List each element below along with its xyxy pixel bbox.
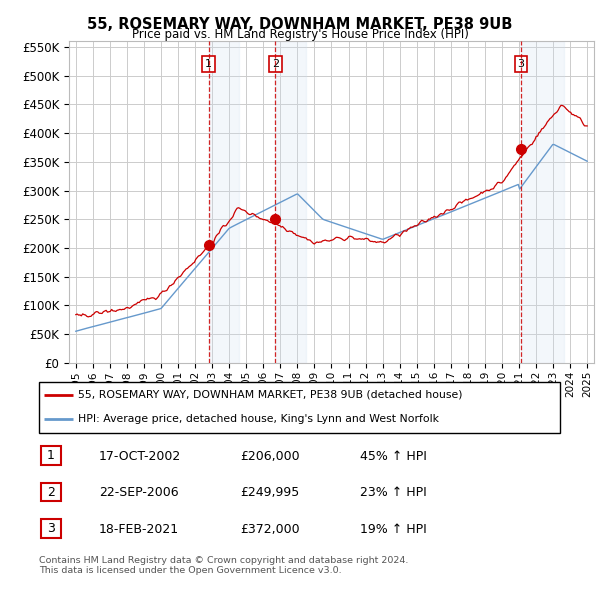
Text: £249,995: £249,995 xyxy=(240,486,299,499)
Text: 23% ↑ HPI: 23% ↑ HPI xyxy=(360,486,427,499)
Text: 45% ↑ HPI: 45% ↑ HPI xyxy=(360,450,427,463)
Text: 19% ↑ HPI: 19% ↑ HPI xyxy=(360,523,427,536)
Text: HPI: Average price, detached house, King's Lynn and West Norfolk: HPI: Average price, detached house, King… xyxy=(78,414,439,424)
Text: 18-FEB-2021: 18-FEB-2021 xyxy=(99,523,179,536)
FancyBboxPatch shape xyxy=(41,446,61,465)
Text: 3: 3 xyxy=(518,59,524,69)
Text: 1: 1 xyxy=(205,59,212,69)
Bar xyxy=(209,41,239,363)
FancyBboxPatch shape xyxy=(41,483,61,501)
Text: 1: 1 xyxy=(47,449,55,462)
Text: 2: 2 xyxy=(47,486,55,499)
Text: 55, ROSEMARY WAY, DOWNHAM MARKET, PE38 9UB: 55, ROSEMARY WAY, DOWNHAM MARKET, PE38 9… xyxy=(88,17,512,31)
Text: 2: 2 xyxy=(272,59,279,69)
Text: 22-SEP-2006: 22-SEP-2006 xyxy=(99,486,179,499)
FancyBboxPatch shape xyxy=(41,519,61,538)
Bar xyxy=(521,41,563,363)
Text: 3: 3 xyxy=(47,522,55,535)
Text: 17-OCT-2002: 17-OCT-2002 xyxy=(99,450,181,463)
Text: £372,000: £372,000 xyxy=(240,523,299,536)
Text: Contains HM Land Registry data © Crown copyright and database right 2024.: Contains HM Land Registry data © Crown c… xyxy=(39,556,409,565)
Text: Price paid vs. HM Land Registry's House Price Index (HPI): Price paid vs. HM Land Registry's House … xyxy=(131,28,469,41)
FancyBboxPatch shape xyxy=(38,382,560,432)
Text: £206,000: £206,000 xyxy=(240,450,299,463)
Text: 55, ROSEMARY WAY, DOWNHAM MARKET, PE38 9UB (detached house): 55, ROSEMARY WAY, DOWNHAM MARKET, PE38 9… xyxy=(78,390,463,400)
Bar xyxy=(275,41,306,363)
Text: This data is licensed under the Open Government Licence v3.0.: This data is licensed under the Open Gov… xyxy=(39,566,341,575)
